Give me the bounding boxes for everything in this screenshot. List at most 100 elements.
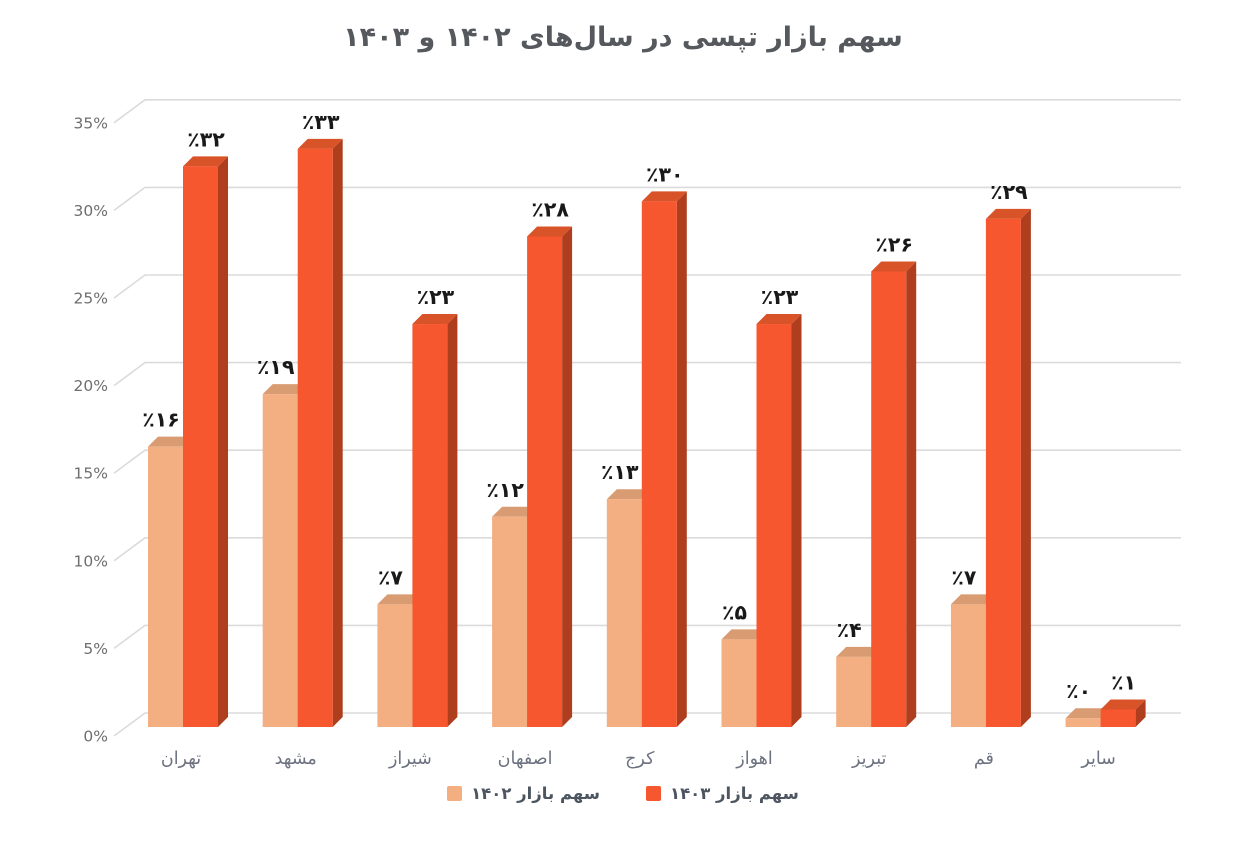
bar-1402-1-top-face <box>262 384 308 395</box>
bar-1402-6-front-face <box>836 656 872 727</box>
bar-1402-0-top-face <box>148 436 193 447</box>
bar-1402-3-top-face <box>492 506 538 517</box>
value-label-1402-7: ٪۷ <box>951 565 977 589</box>
bar-1403-5 <box>756 314 802 727</box>
gridline <box>113 449 1181 474</box>
legend-label: سهم بازار ۱۴۰۳ <box>670 784 799 803</box>
bar-1403-6 <box>871 261 917 727</box>
value-label-1403-4: ٪۳۰ <box>646 162 684 186</box>
bar-1403-2-top-face <box>412 314 458 325</box>
value-label-1402-6: ٪۴ <box>837 618 862 642</box>
value-label-1403-7: ٪۲۹ <box>990 180 1028 204</box>
bar-1403-1 <box>297 138 343 728</box>
x-axis-category-label-3: اصفهان <box>498 749 553 769</box>
bar-1403-2-side-face <box>447 314 458 727</box>
value-label-1402-2: ٪۷ <box>378 565 404 589</box>
gridline <box>113 712 1181 737</box>
bar-1402-7-top-face <box>950 594 996 605</box>
legend-swatch-icon <box>646 786 661 801</box>
bar-1403-8 <box>1100 699 1146 727</box>
bar-1403-4-side-face <box>676 191 687 727</box>
bar-1402-3-front-face <box>492 516 528 727</box>
y-axis-tick-label: 25% <box>74 290 108 308</box>
x-axis-category-label-6: تبریز <box>851 749 886 769</box>
bar-1403-2 <box>412 314 458 727</box>
value-label-1402-8: ٪۰ <box>1066 679 1091 703</box>
bar-1403-1-front-face <box>297 148 333 728</box>
bar-1403-4-top-face <box>641 191 687 202</box>
bar-1402-2-top-face <box>377 594 423 605</box>
bar-1402-1-front-face <box>262 394 298 727</box>
gridline <box>113 624 1181 650</box>
bar-1403-5-side-face <box>791 314 802 727</box>
value-label-1402-4: ٪۱۳ <box>601 460 639 484</box>
bar-1403-8-top-face <box>1100 699 1146 710</box>
gridline <box>113 361 1181 387</box>
y-axis-tick-label: 30% <box>74 202 108 220</box>
x-axis-category-label-8: سایر <box>1080 749 1116 769</box>
x-axis-category-label-7: قم <box>974 749 994 769</box>
bar-1402-7-front-face <box>950 604 986 727</box>
bar-1403-0 <box>183 156 228 728</box>
bar-1403-1-side-face <box>332 138 343 728</box>
bar-1403-6-top-face <box>871 261 917 272</box>
bar-1403-6-side-face <box>906 261 917 727</box>
bar-1402-7 <box>950 594 996 727</box>
bar-1402-8-top-face <box>1065 708 1111 719</box>
value-label-1403-0: ٪۳۲ <box>187 127 225 151</box>
bar-1403-5-front-face <box>756 324 792 727</box>
bar-1403-3-top-face <box>527 226 573 237</box>
value-label-1403-8: ٪۱ <box>1111 670 1136 694</box>
y-axis-tick-label: 5% <box>83 640 108 658</box>
legend-swatch-icon <box>447 786 463 801</box>
value-label-1402-3: ٪۱۲ <box>486 478 524 502</box>
bar-1402-4-front-face <box>606 499 642 727</box>
x-axis-category-label-1: مشهد <box>275 749 317 769</box>
gridline <box>113 274 1181 299</box>
bar-1403-8-front-face <box>1100 709 1136 727</box>
value-label-1403-1: ٪۳۳ <box>302 110 340 134</box>
legend-label: سهم بازار ۱۴۰۲ <box>471 784 600 803</box>
legend-item-0: سهم بازار ۱۴۰۳ <box>646 784 799 803</box>
bar-1403-4 <box>641 191 687 727</box>
x-axis-category-label-0: تهران <box>161 749 201 769</box>
chart-legend: سهم بازار ۱۴۰۳ سهم بازار ۱۴۰۲ <box>0 784 1246 803</box>
value-label-1403-6: ٪۲۶ <box>875 232 913 256</box>
bar-1403-3-side-face <box>562 226 573 727</box>
value-label-1402-5: ٪۵ <box>722 600 747 624</box>
bar-1403-6-front-face <box>871 271 907 727</box>
bar-1403-8-side-face <box>1135 699 1146 727</box>
value-label-1403-5: ٪۲۳ <box>761 285 799 309</box>
gridline <box>113 537 1181 562</box>
x-axis-category-label-5: اهواز <box>735 749 772 769</box>
bar-1402-0-front-face <box>148 446 183 727</box>
y-axis-tick-label: 10% <box>74 552 108 570</box>
value-label-1402-1: ٪۱۹ <box>257 355 295 379</box>
bar-1403-3 <box>527 226 573 727</box>
bar-1403-0-side-face <box>218 156 228 728</box>
bar-1403-7 <box>985 208 1031 728</box>
bar-1402-6-top-face <box>836 646 882 657</box>
bar-1402-5-front-face <box>721 639 757 727</box>
y-axis-tick-label: 0% <box>83 728 108 746</box>
legend-item-1: سهم بازار ۱۴۰۲ <box>447 784 600 803</box>
bar-1403-5-top-face <box>756 314 802 325</box>
y-axis-tick-label: 35% <box>74 114 108 132</box>
bar-1402-5-top-face <box>721 629 767 640</box>
bar-1403-7-front-face <box>985 218 1021 728</box>
bar-1402-4-top-face <box>606 489 652 500</box>
bar-1403-2-front-face <box>412 324 448 727</box>
value-label-1403-2: ٪۲۳ <box>417 285 455 309</box>
y-axis-tick-label: 20% <box>74 377 108 395</box>
bar-1403-3-front-face <box>527 236 563 727</box>
bar-1402-8-front-face <box>1065 718 1101 727</box>
value-label-1402-0: ٪۱۶ <box>142 408 180 432</box>
bar-1403-7-side-face <box>1020 208 1031 728</box>
value-label-1403-3: ٪۲۸ <box>531 197 569 221</box>
bar-1403-0-front-face <box>183 166 218 728</box>
x-axis-category-label-2: شیراز <box>388 749 432 769</box>
bar-1403-0-top-face <box>183 156 228 167</box>
x-axis-category-label-4: کرج <box>625 749 655 769</box>
chart-title: سهم بازار تپسی در سال‌های ۱۴۰۲ و ۱۴۰۳ <box>343 22 903 53</box>
gridline <box>113 99 1181 124</box>
